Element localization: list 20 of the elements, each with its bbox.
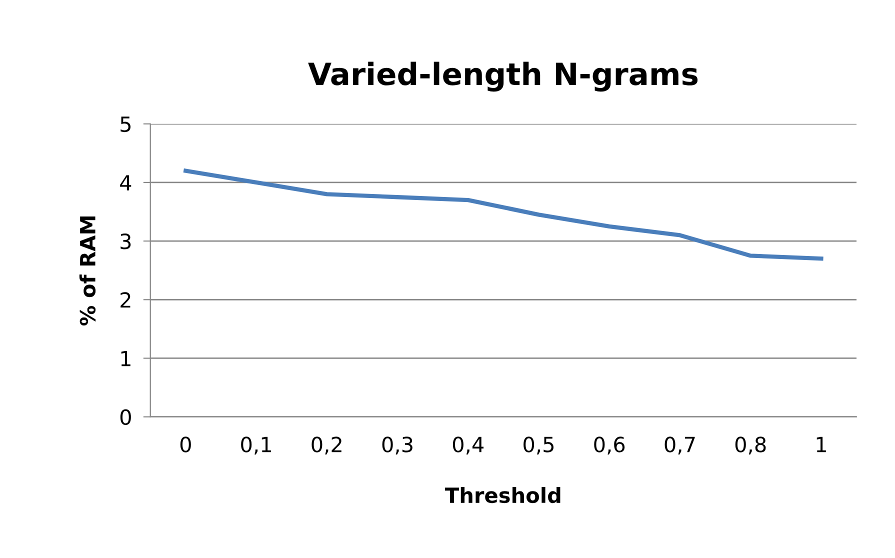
y-tick-label: 5 <box>120 116 130 132</box>
x-axis-title: Threshold <box>445 486 560 504</box>
y-tick-label: 4 <box>120 175 132 190</box>
y-tick-label: 2 <box>120 292 130 308</box>
y-tick-label: 0 <box>120 409 131 426</box>
x-tick-label: 0,1 <box>241 436 271 455</box>
x-tick-label: 0,8 <box>735 436 766 455</box>
x-tick-label: 0,4 <box>452 436 484 455</box>
y-tick-label: 1 <box>121 350 130 366</box>
y-axis-title: % of RAM <box>79 216 96 326</box>
x-tick-label: 0,3 <box>382 436 412 455</box>
y-tick-label: 3 <box>120 234 131 250</box>
x-tick-label: 0 <box>180 436 191 452</box>
x-tick-label: 0,7 <box>664 436 695 455</box>
chart-title: Varied-length N-grams <box>308 62 698 92</box>
line-series <box>184 168 824 261</box>
x-tick-label: 1 <box>816 436 826 452</box>
x-tick-label: 0,6 <box>594 436 625 455</box>
x-tick-label: 0,2 <box>312 436 342 455</box>
x-tick-label: 0,5 <box>524 436 554 455</box>
